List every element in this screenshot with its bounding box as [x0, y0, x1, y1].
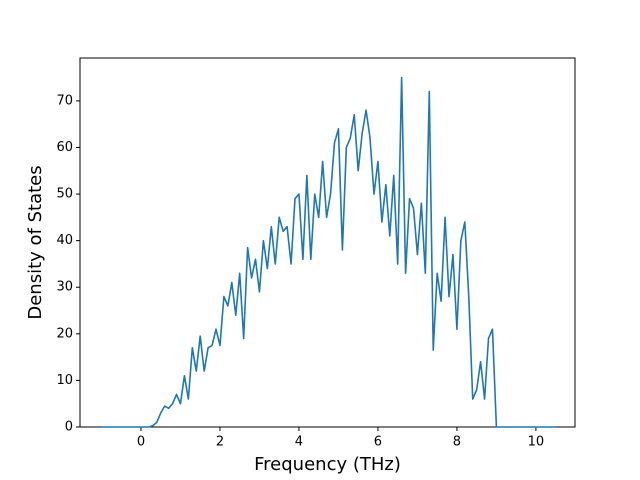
x-tick-label: 8: [453, 435, 461, 450]
y-tick-label: 50: [56, 187, 73, 202]
plot-frame: [79, 57, 576, 428]
y-tick-label: 40: [56, 233, 73, 248]
y-tick-label: 60: [56, 140, 73, 155]
x-tick-label: 0: [137, 435, 145, 450]
x-axis-label: Frequency (THz): [254, 454, 401, 475]
y-axis-label: Density of States: [25, 165, 46, 319]
data-line: [101, 76, 556, 428]
y-tick-label: 20: [56, 326, 73, 341]
y-tick-label: 10: [56, 373, 73, 388]
x-tick-label: 2: [216, 435, 224, 450]
x-tick-label: 10: [528, 435, 545, 450]
y-tick-label: 30: [56, 280, 73, 295]
x-tick-label: 6: [374, 435, 382, 450]
y-tick-label: 0: [65, 420, 73, 435]
y-tick-label: 70: [56, 93, 73, 108]
x-tick-label: 4: [295, 435, 303, 450]
